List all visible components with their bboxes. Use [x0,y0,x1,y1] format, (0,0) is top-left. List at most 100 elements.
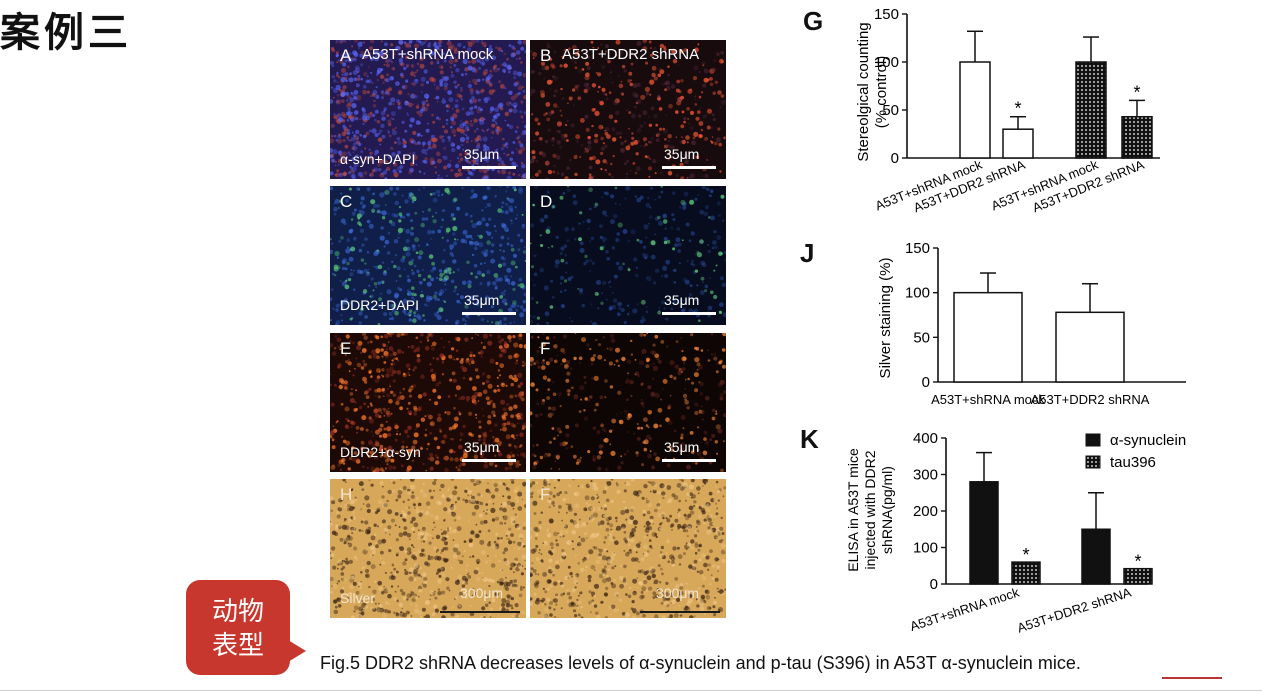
chart-j-letter: J [800,238,815,268]
chart-k-y-tick-label: 200 [913,503,938,520]
panel-letter: B [540,46,552,65]
chart-g-y-label: (% control) [873,56,890,129]
chart-g-bar [959,61,991,159]
chart-g-letter: G [803,6,824,36]
chart-k-bar [1011,561,1041,585]
chart-g-y-tick-label: 150 [874,6,899,23]
chart-k-legend-swatch [1085,455,1101,469]
panel-stain-label: α-syn+DAPI [340,151,416,167]
scale-bar-label: 35μm [664,146,700,162]
chart-j-category-label: A53T+shRNA mock [931,392,1045,407]
chart-k-letter: K [800,424,819,454]
microscopy-panel-8: F 300μm [530,479,726,618]
badge-line-2: 表型 [211,629,264,660]
scale-bar [462,312,516,315]
panel-letter: C [340,192,353,211]
chart-j-category-label: A53T+DDR2 shRNA [1031,392,1150,407]
chart-g-y-label: Stereolgical counting [855,22,872,161]
panel-stain-label: DDR2+α-syn [340,444,421,460]
chart-k-significance-star: * [1134,552,1141,572]
chart-k-significance-star: * [1022,545,1029,565]
chart-j-y-tick-label: 50 [913,329,930,346]
panel-title: A53T+DDR2 shRNA [562,46,700,63]
micrograph-texture [530,186,726,325]
microscopy-panel-7: H Silver 300μm [330,479,526,618]
scale-bar-label: 35μm [464,146,500,162]
caption-underline [1162,677,1222,679]
microscopy-panel-1: A A53T+shRNA mock α-syn+DAPI 35μm [330,40,526,179]
scale-bar-label: 35μm [664,439,700,455]
scale-bar-label: 35μm [464,439,500,455]
micrograph-texture [530,479,726,618]
chart-k-bar [969,481,999,585]
chart-j-y-label: Silver staining (%) [877,258,894,379]
chart-j-bar [1055,311,1125,383]
scale-bar [640,611,720,613]
panel-letter: D [540,192,553,211]
chart-k-legend-swatch [1085,433,1101,447]
micrograph-texture [330,333,526,472]
chart-k-y-tick-label: 400 [913,430,938,447]
chart-j-y-tick-label: 0 [922,374,930,391]
micrograph-texture [330,40,526,179]
chart-k-legend-label: α-synuclein [1110,432,1186,449]
chart-j-y-tick-label: 100 [905,285,930,302]
chart-k-category-label: A53T+shRNA mock [908,584,1021,634]
chart-g-significance-star: * [1014,99,1021,119]
panel-title: A53T+shRNA mock [362,46,494,63]
panel-letter: F [540,339,551,358]
badge-pointer [288,640,306,662]
chart-k-y-tick-label: 0 [930,576,938,593]
chart-g-bar [1121,115,1153,159]
chart-g-y-tick-label: 50 [882,102,899,119]
chart-k-legend-label: tau396 [1110,454,1156,471]
animal-phenotype-badge: 动物 表型 [186,580,290,675]
chart-k-y-tick-label: 100 [913,540,938,557]
chart-k-bar [1123,567,1153,585]
chart-k-bar [1081,528,1111,585]
scale-bar [462,459,516,462]
microscopy-panel-6: F 35μm [530,333,726,472]
micrograph-texture [330,479,526,618]
chart-g-bar [1075,61,1107,159]
chart-j-bar [953,291,1023,383]
panel-letter: F [540,485,551,504]
chart-k-y-tick-label: 300 [913,467,938,484]
scale-bar [662,459,716,462]
panel-stain-label: DDR2+DAPI [340,297,419,313]
bottom-divider [0,690,1262,691]
chart-g-y-tick-label: 100 [874,54,899,71]
scale-bar-label: 300μm [460,585,504,601]
microscopy-panel-5: E DDR2+α-syn 35μm [330,333,526,472]
panel-letter: H [340,485,353,504]
scale-bar-label: 300μm [656,585,700,601]
microscopy-panel-3: C DDR2+DAPI 35μm [330,186,526,325]
scale-bar [462,166,516,169]
slide-title: 案例三 [0,9,132,56]
scale-bar [440,611,520,613]
chart-k-y-label: shRNA(pg/ml) [879,466,895,554]
microscopy-panel-2: B A53T+DDR2 shRNA 35μm [530,40,726,179]
chart-j-y-tick-label: 150 [905,240,930,257]
scale-bar [662,312,716,315]
panel-stain-label: Silver [340,590,376,606]
chart-g-significance-star: * [1133,82,1140,102]
panel-letter: A [340,46,352,65]
micrograph-texture [530,40,726,179]
panel-letter: E [340,339,352,358]
chart-g-y-tick-label: 0 [891,150,899,167]
scale-bar-label: 35μm [664,292,700,308]
badge-line-1: 动物 [211,595,264,626]
scale-bar-label: 35μm [464,292,500,308]
figure-caption: Fig.5 DDR2 shRNA decreases levels of α-s… [320,653,1081,673]
micrograph-texture [330,186,526,325]
microscopy-panel-4: D 35μm [530,186,726,325]
chart-k-category-label: A53T+DDR2 shRNA [1015,584,1133,635]
chart-k-y-label: ELISA in A53T mice [845,448,861,572]
chart-k-y-label: injected with DDR2 [862,450,878,569]
chart-g-bar [1002,128,1034,159]
scale-bar [662,166,716,169]
